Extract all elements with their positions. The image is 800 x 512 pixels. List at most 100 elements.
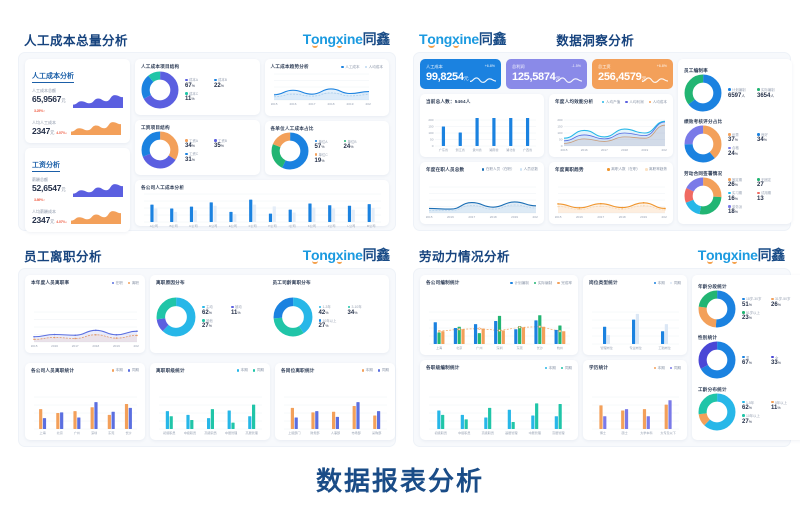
bar xyxy=(356,402,360,429)
donut-slice xyxy=(273,297,312,337)
legend-label: 本期 xyxy=(365,368,373,372)
donut-slice xyxy=(684,125,722,163)
donut-legend-label: 1-3年 xyxy=(318,304,344,310)
legend-label: 人工成本 xyxy=(345,64,360,69)
legend-text: 51岁以上 xyxy=(746,310,760,315)
x-tick-label: 2016 xyxy=(447,215,454,219)
legend-dot xyxy=(728,133,731,136)
bar xyxy=(373,415,377,429)
donut-wrapper: 优秀 37% 良好 34% 合格 24% xyxy=(684,125,786,163)
charts-area: 人工成本项目结构 成本A 67% 成本B 22% 成本C 11% 工资项目结构 工资A 34% 工资… xyxy=(135,59,389,228)
donut-wrapper: 单位A 57% 单位B 24% 单位C 19% xyxy=(271,132,373,170)
x-tick-label: B公司 xyxy=(169,223,177,228)
kpi-card-2[interactable]: 总工资 +6.8% 256,4579元 xyxy=(592,59,673,89)
legend-item: 人均成本 xyxy=(648,100,667,105)
bar xyxy=(492,117,496,146)
bar xyxy=(315,411,319,429)
donut-legend-label: 实习期 xyxy=(728,190,753,195)
donut-slice xyxy=(141,71,179,109)
donut-wrapper: 固定期 26% 无固定 27 实习期 16% 试用期 13 劳务派 18% xyxy=(684,177,786,215)
chart-legend: 计划编制 实际编制 完成率 xyxy=(510,281,572,286)
panel-header: 人工成本总量分析 Tongxine同鑫 xyxy=(10,26,396,52)
bar xyxy=(165,411,169,429)
donut-legend-item: 1-3年 42% xyxy=(318,304,344,316)
spark-area xyxy=(71,211,121,224)
legend-dot xyxy=(519,168,523,171)
bar-chart: 上海 北京 广州 深圳 东莞 长沙 xyxy=(34,396,137,435)
donut-legend-value: 11% xyxy=(185,96,195,103)
chart-body: 2015 2016 2017 2018 2019 2020 xyxy=(555,173,667,220)
donut-legend-item: 计划编制 6597人 xyxy=(728,87,753,99)
x-tick-label: 东莞 xyxy=(517,345,523,350)
panel-header: 劳动力情况分析 Tongxine同鑫 xyxy=(405,242,791,268)
legend-label: 本期 xyxy=(657,365,665,370)
legend-dot xyxy=(728,205,731,208)
card-title: 各公司编制统计 xyxy=(426,280,460,285)
x-tick-label: 管理岗位 xyxy=(600,345,612,350)
legend-text: 男 xyxy=(746,355,750,360)
kpi-card-0[interactable]: 人工成本 +6.8% 99,8254元 xyxy=(420,59,501,89)
donut-legend-label: 无固定 xyxy=(757,177,782,182)
card-title: 绩效考核评分占比 xyxy=(684,119,723,125)
line-series xyxy=(33,333,138,340)
donut-chart xyxy=(698,342,736,379)
x-tick-label: 初级职员 xyxy=(435,430,447,435)
donut-legend-label: 劳务派 xyxy=(728,204,753,209)
line-point xyxy=(74,337,76,339)
donut-legend-value: 35% xyxy=(214,143,224,150)
bar xyxy=(437,410,441,429)
donut-legend: 1-3年 42% 3-10年 34% 10年以上 27% xyxy=(318,304,377,329)
donut-body: 1-3年 42% 3-10年 34% 10年以上 27% xyxy=(273,286,384,348)
card-header: 岗位类型统计 本期 同期 xyxy=(589,280,681,286)
kpi-delta: -1.5% xyxy=(571,64,581,68)
donut-slice xyxy=(684,177,722,215)
chart-body: 上级部门 财务部 人事部 市场部 采购部 xyxy=(281,374,389,436)
x-tick-label: 中级职员 xyxy=(458,430,470,435)
donut-legend-item: 单位B 24% xyxy=(343,139,369,150)
legend-label: 同期 xyxy=(131,368,139,372)
x-tick-label: 2020 xyxy=(533,215,538,219)
card-title: 工龄分布统计 xyxy=(698,387,727,393)
line-point xyxy=(33,335,35,338)
metric-text: 人均人工成本 2347元 4.07%↓ xyxy=(32,120,67,136)
legend-text: 成本A xyxy=(189,78,199,83)
legend-text: 10年以上 xyxy=(746,414,760,419)
x-tick-label: 2018 xyxy=(490,215,497,219)
x-tick-label: 2018 xyxy=(327,102,334,106)
line-point xyxy=(53,336,56,338)
kpi-card-1[interactable]: 总利润 -1.5% 125,5874元 xyxy=(506,59,587,89)
donut-legend-item: 工资A 34% xyxy=(185,138,210,149)
legend-dot xyxy=(185,78,188,81)
bar xyxy=(603,326,607,344)
kpi-top: 人工成本 +6.8% xyxy=(426,64,495,70)
bar xyxy=(213,205,217,222)
chart-body: 2015 2016 2017 2018 2019 2020 xyxy=(426,173,538,220)
legend-text: 1-3年 xyxy=(322,305,331,310)
x-tick-label: L公司 xyxy=(347,223,355,228)
card-header: 各公司编制统计 计划编制 实际编制 完成率 xyxy=(426,280,572,286)
donut-legend-item: 其他 27% xyxy=(202,318,227,329)
bar xyxy=(42,418,47,429)
bar xyxy=(154,208,158,222)
donut-legend-label: 工资B xyxy=(214,138,239,143)
legend-item: 同期 xyxy=(377,368,389,373)
area-fill xyxy=(564,124,665,146)
legend-dot xyxy=(742,400,745,404)
area-fill xyxy=(558,205,665,213)
section-heading: 工资分析 xyxy=(32,160,60,172)
donut-legend-label: 合格 xyxy=(728,145,753,150)
donut-legend-value: 62% xyxy=(202,309,212,316)
donut-legend-label: 1-5年 xyxy=(742,400,767,405)
legend-item: 人均利润 xyxy=(625,100,644,105)
card-title: 各职级编制统计 xyxy=(426,365,460,370)
legend-item: 完成率 xyxy=(557,281,572,286)
spark-line xyxy=(469,77,497,83)
legend-label: 同期 xyxy=(381,368,389,372)
insight-grid: 当前总人数：5464人 200 150 100 50 0 广东省 浙江省 贵州省 湖南省 湖北省 广西… xyxy=(420,94,673,224)
bar xyxy=(170,208,174,222)
x-tick-label: 2016 xyxy=(576,215,583,219)
card-title: 员工编制率 xyxy=(684,67,708,73)
x-tick-label: 广西省 xyxy=(523,146,532,151)
panel-title: 数据洞察分析 xyxy=(556,33,635,48)
legend-dot xyxy=(728,191,731,194)
